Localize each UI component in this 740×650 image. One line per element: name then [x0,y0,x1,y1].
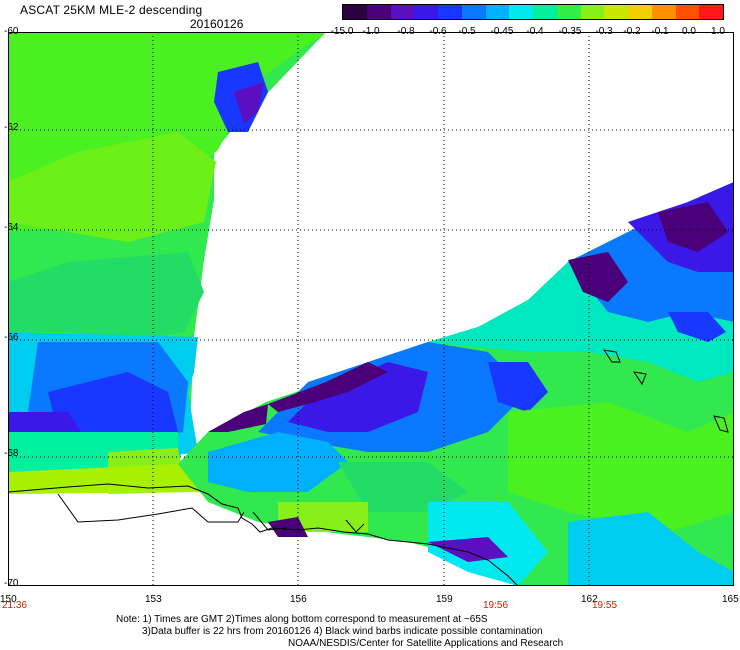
colorbar-gradient [342,4,724,20]
colorbar [342,4,724,20]
lat-label: -68 [4,448,19,459]
note-line-1: Note: 1) Times are GMT 2)Times along bot… [116,614,488,625]
lon-label: 165 [722,594,739,605]
time-label: 19:56 [483,600,509,611]
colorbar-label: -15.0 [330,26,354,37]
colorbar-segment [461,5,486,19]
colorbar-label: -0.2 [623,26,641,37]
map-plot: -60 -62 -64 -66 -68 -70 [4,26,734,589]
lat-label: -60 [4,26,19,37]
lon-label: 162 [581,594,598,605]
lat-label: -64 [4,222,19,233]
colorbar-label: -0.35 [558,26,582,37]
colorbar-segment [485,5,510,19]
colorbar-segment [651,5,676,19]
colorbar-segment [675,5,700,19]
graticule [8,32,734,586]
colorbar-label: -0.6 [429,26,447,37]
lat-label: -66 [4,332,19,343]
colorbar-segment [390,5,415,19]
colorbar-segment [509,5,533,19]
colorbar-label: 0.0 [682,26,696,37]
map-canvas [8,32,734,586]
coastline [8,349,729,586]
lon-label: 150 [0,594,17,605]
colorbar-label: 1.0 [711,26,725,37]
colorbar-labels: -15.0 -1.0 -0.8 -0.6 -0.5 -0.45 -0.4 -0.… [331,26,725,38]
lon-label: 156 [290,594,307,605]
colorbar-segment [343,5,367,19]
colorbar-label: -0.5 [458,26,476,37]
colorbar-segment [533,5,557,19]
lat-label: -62 [4,122,19,133]
colorbar-label: -0.8 [397,26,415,37]
note-line-3: NOAA/NESDIS/Center for Satellite Applica… [288,638,564,649]
colorbar-label: -1.0 [362,26,380,37]
colorbar-segment [604,5,628,19]
colorbar-segment [414,5,438,19]
colorbar-segment [628,5,652,19]
swath-left [8,32,326,494]
colorbar-segment [366,5,391,19]
colorbar-label: -0.4 [526,26,544,37]
colorbar-segment [438,5,462,19]
map-frame [8,32,734,586]
lon-label: 153 [145,594,162,605]
map-title: ASCAT 25KM MLE-2 descending [20,3,203,17]
time-label: 19:55 [592,600,618,611]
colorbar-segment [556,5,581,19]
swath-right [178,182,734,586]
colorbar-segment [580,5,605,19]
time-label: 21:36 [2,600,28,611]
lon-label: 159 [436,594,453,605]
note-line-2: 3)Data buffer is 22 hrs from 20160126 4)… [142,626,543,637]
colorbar-segment [699,5,723,19]
colorbar-label: -0.3 [595,26,613,37]
colorbar-label: -0.45 [490,26,514,37]
map-date: 20160126 [190,17,244,31]
lat-label: -70 [4,578,19,589]
colorbar-label: -0.1 [651,26,669,37]
